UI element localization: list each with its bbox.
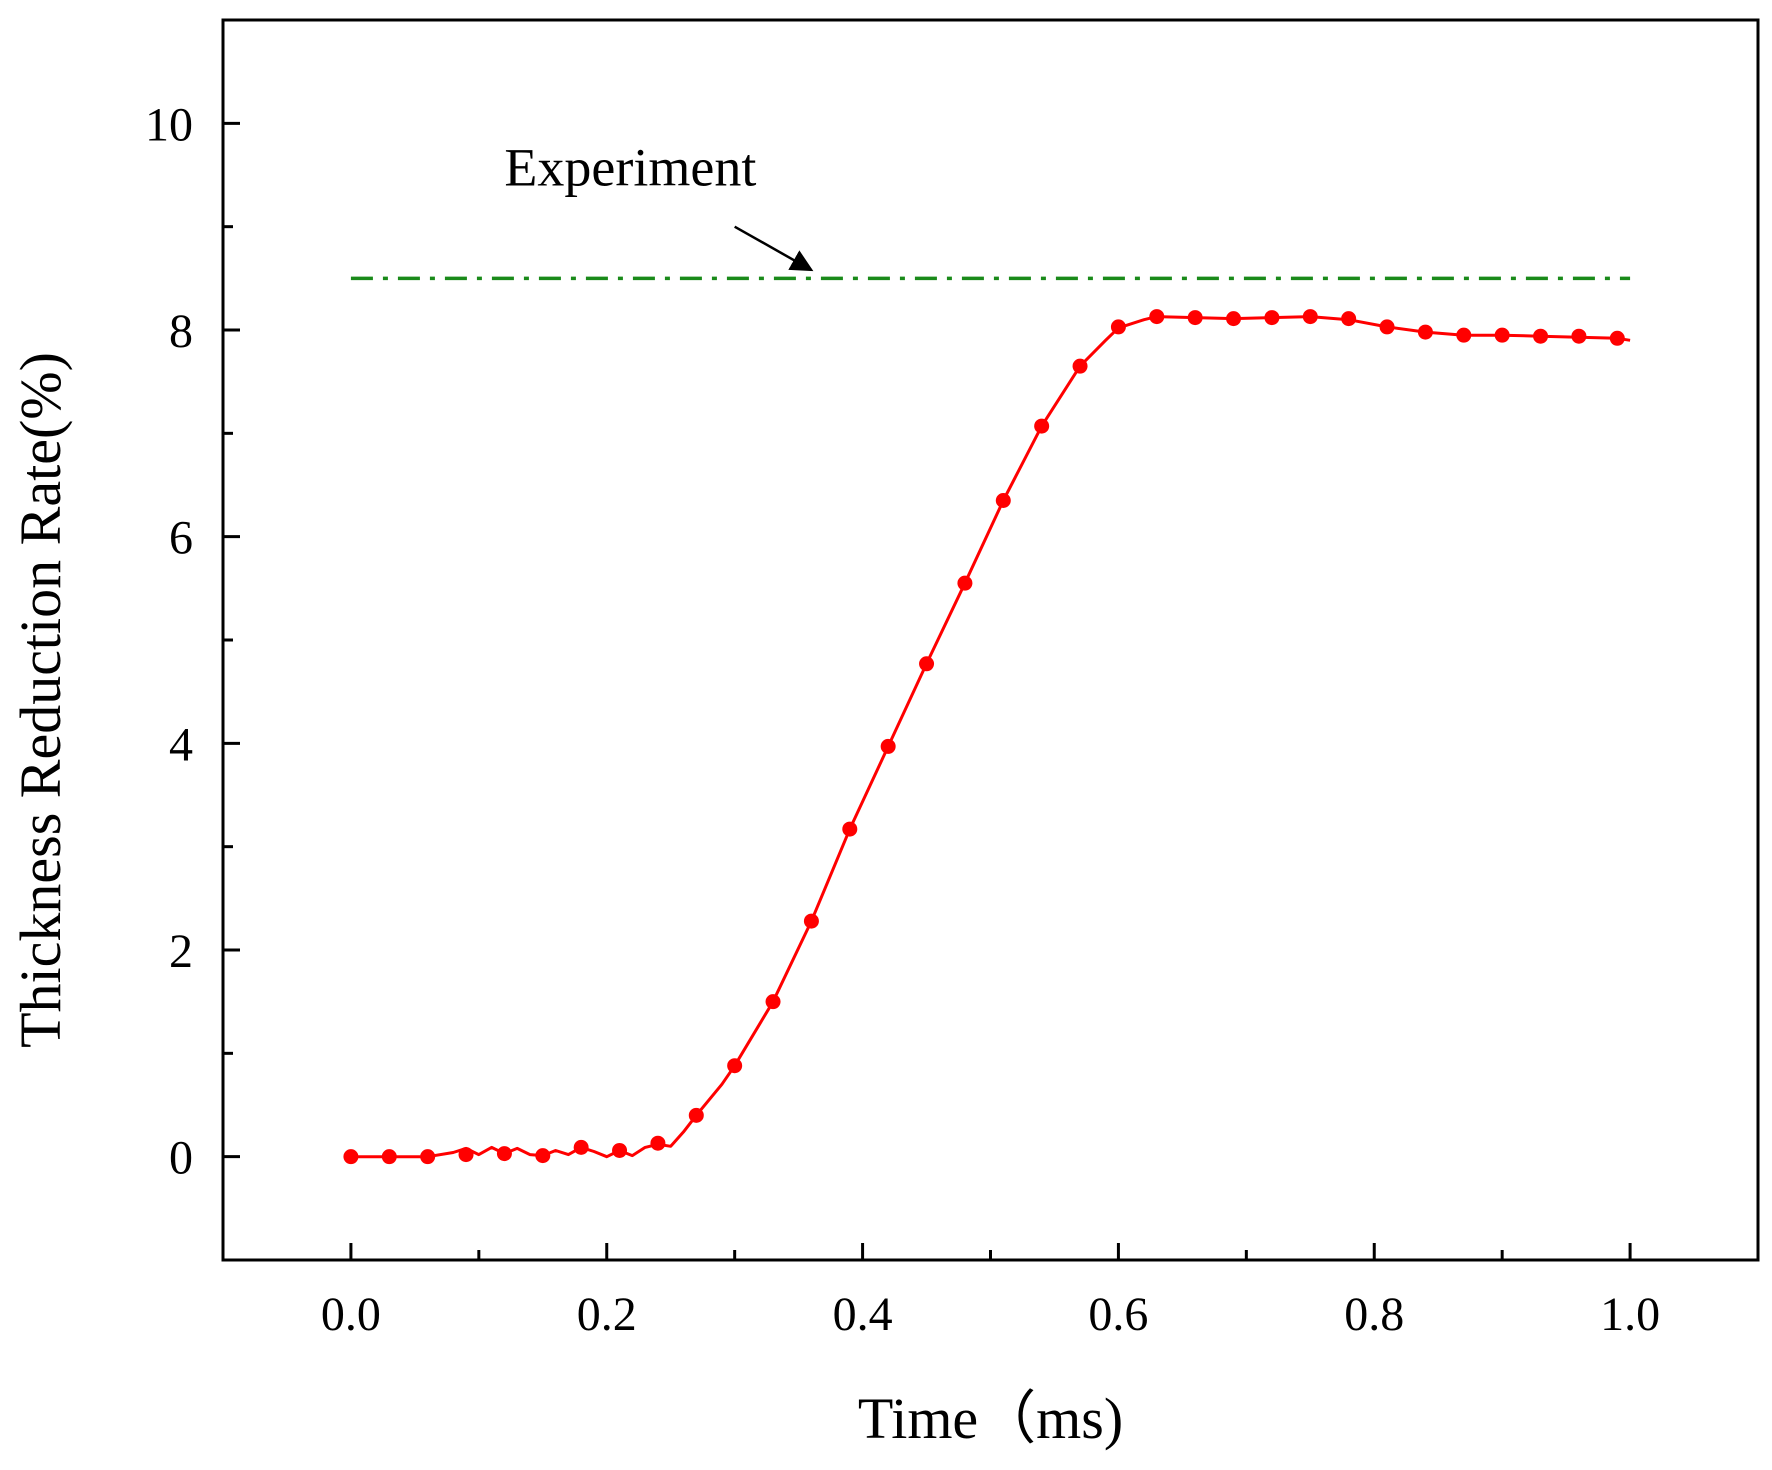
- simulation-marker: [1341, 311, 1357, 327]
- plot-frame: [221, 18, 1760, 1262]
- simulation-marker: [496, 1146, 512, 1162]
- plot-area: [343, 276, 1631, 1165]
- simulation-marker: [957, 575, 973, 591]
- y-tick-label: 10: [145, 98, 193, 151]
- simulation-marker: [919, 656, 935, 672]
- tick-labels: 0.0 0.2 0.4 0.6 0.8 1.0 0 2 4 6 8 10: [145, 98, 1660, 1341]
- simulation-marker: [688, 1107, 704, 1123]
- simulation-marker: [1110, 319, 1126, 335]
- y-tick-label: 4: [169, 718, 193, 771]
- simulation-marker: [1264, 310, 1280, 326]
- simulation-marker: [573, 1139, 589, 1155]
- simulation-marker: [612, 1142, 628, 1158]
- simulation-marker: [1187, 310, 1203, 326]
- simulation-marker: [1149, 309, 1165, 325]
- simulation-line: [350, 315, 1631, 1159]
- simulation-marker: [420, 1149, 436, 1165]
- annotations: Experiment: [504, 137, 814, 272]
- simulation-marker: [650, 1135, 666, 1151]
- simulation-marker: [458, 1147, 474, 1163]
- x-tick-label: 0.8: [1344, 1288, 1404, 1341]
- experiment-annotation-label: Experiment: [504, 137, 756, 197]
- y-tick-label: 2: [169, 925, 193, 978]
- simulation-marker: [535, 1148, 551, 1164]
- simulation-marker: [995, 493, 1011, 508]
- simulation-marker: [1072, 358, 1088, 374]
- simulation-marker: [1302, 309, 1318, 325]
- simulation-marker: [1571, 328, 1587, 344]
- simulation-marker: [727, 1058, 743, 1074]
- x-tick-label: 0.0: [321, 1288, 381, 1341]
- simulation-marker: [880, 738, 896, 754]
- simulation-marker: [803, 913, 819, 929]
- y-tick-label: 6: [169, 512, 193, 565]
- simulation-marker: [1226, 311, 1242, 327]
- x-axis-title: Time（ms): [858, 1386, 1123, 1451]
- simulation-marker: [381, 1149, 397, 1165]
- simulation-marker: [1034, 418, 1050, 434]
- simulation-marker: [343, 1149, 359, 1165]
- simulation-marker: [1609, 330, 1625, 346]
- axis-ticks: [223, 121, 1632, 1262]
- y-axis-title: Thickness Reduction Rate(%): [8, 352, 73, 1048]
- simulation-marker: [1533, 328, 1549, 344]
- simulation-marker: [1417, 324, 1433, 340]
- x-tick-label: 1.0: [1600, 1288, 1660, 1341]
- experiment-annotation-arrow: [734, 225, 814, 272]
- y-tick-label: 0: [169, 1132, 193, 1185]
- simulation-marker: [1494, 327, 1510, 343]
- x-tick-label: 0.6: [1088, 1288, 1148, 1341]
- simulation-marker: [842, 821, 858, 837]
- x-tick-label: 0.2: [577, 1288, 637, 1341]
- y-tick-label: 8: [169, 305, 193, 358]
- x-tick-label: 0.4: [833, 1288, 893, 1341]
- simulation-marker: [1456, 327, 1472, 343]
- simulation-marker: [765, 994, 781, 1010]
- simulation-marker: [1379, 319, 1395, 335]
